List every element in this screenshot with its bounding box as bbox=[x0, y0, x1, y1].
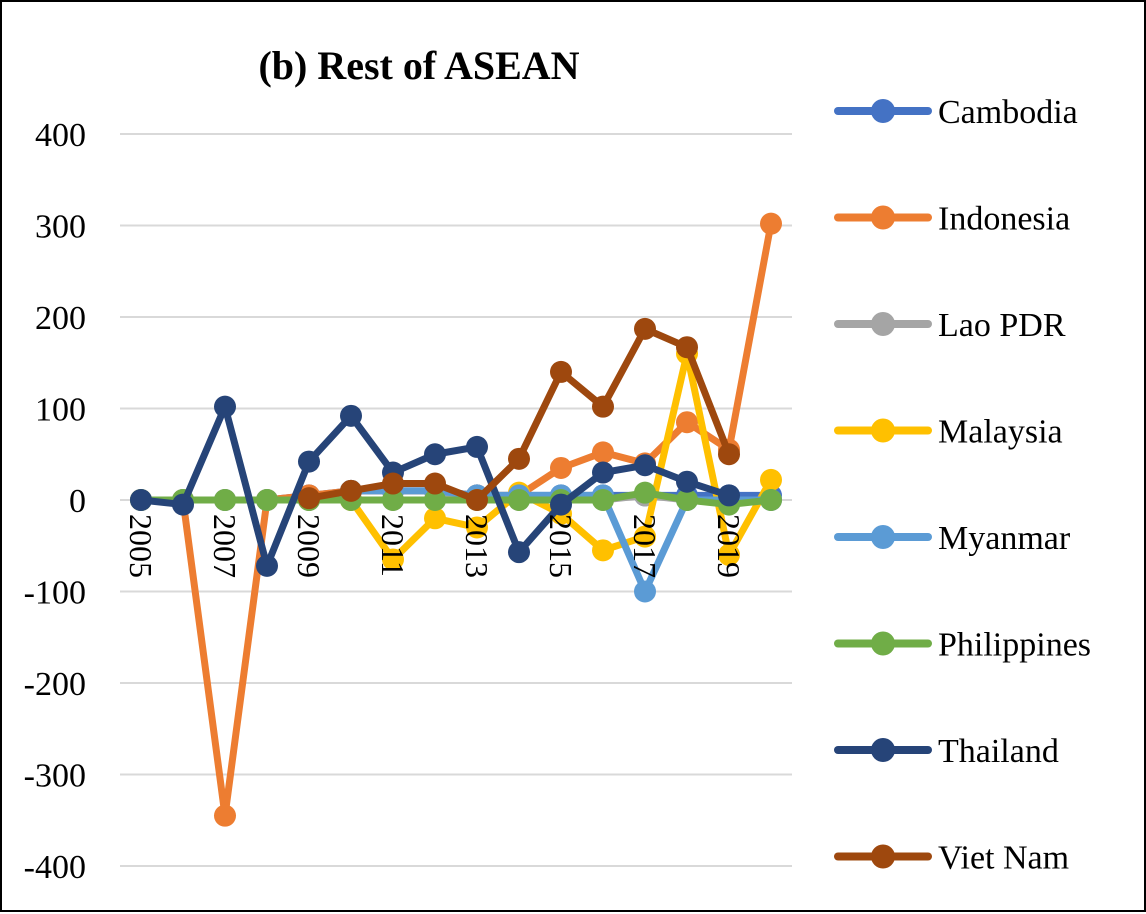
data-point bbox=[298, 487, 320, 510]
legend-item: Viet Nam bbox=[834, 840, 1069, 877]
legend-item: Lao PDR bbox=[834, 307, 1066, 344]
data-point bbox=[676, 411, 698, 434]
legend-label: Viet Nam bbox=[938, 840, 1069, 877]
x-tick-label: 2019 bbox=[711, 514, 747, 578]
data-point bbox=[340, 404, 362, 427]
y-tick-label: -300 bbox=[24, 758, 86, 795]
chart-title: (b) Rest of ASEAN bbox=[258, 43, 579, 88]
legend-marker bbox=[871, 418, 895, 443]
data-point bbox=[718, 443, 740, 466]
data-point bbox=[718, 543, 740, 566]
data-point bbox=[760, 489, 782, 511]
y-tick-label: 200 bbox=[35, 300, 86, 337]
data-point bbox=[214, 395, 236, 418]
data-point bbox=[634, 454, 656, 477]
legend: Cambodia Indonesia Lao PDR Malaysia Myanmar P… bbox=[834, 94, 1091, 877]
x-axis-tick-labels: 2005 2007 2009 2011 2013 2015 2017 2019 bbox=[123, 514, 747, 578]
data-point bbox=[424, 507, 446, 530]
data-point bbox=[592, 441, 614, 464]
data-point bbox=[130, 489, 152, 511]
legend-label: Thailand bbox=[938, 733, 1059, 770]
data-point bbox=[592, 461, 614, 484]
data-point bbox=[466, 435, 488, 458]
x-tick-label: 2007 bbox=[207, 514, 243, 578]
data-point bbox=[634, 317, 656, 340]
data-point bbox=[760, 212, 782, 235]
y-axis-tick-labels: 400 300 200 100 0 -100 -200 -300 -400 bbox=[24, 117, 86, 886]
series-viet-nam bbox=[298, 317, 740, 511]
data-point bbox=[634, 525, 656, 548]
data-point bbox=[256, 554, 278, 577]
data-point bbox=[382, 489, 404, 511]
data-point bbox=[676, 489, 698, 511]
data-point bbox=[256, 489, 278, 511]
data-point bbox=[214, 804, 236, 827]
data-point bbox=[508, 541, 530, 564]
legend-marker bbox=[871, 738, 895, 762]
legend-label: Cambodia bbox=[938, 94, 1078, 131]
data-point bbox=[424, 472, 446, 495]
y-tick-label: -100 bbox=[24, 575, 86, 612]
data-point bbox=[676, 470, 698, 493]
legend-marker bbox=[871, 844, 895, 869]
legend-marker bbox=[871, 99, 895, 123]
x-tick-label: 2017 bbox=[627, 514, 663, 578]
data-point bbox=[550, 456, 572, 479]
legend-item: Cambodia bbox=[834, 94, 1078, 131]
legend-item: Thailand bbox=[834, 733, 1059, 770]
data-point bbox=[340, 479, 362, 502]
data-point bbox=[676, 336, 698, 359]
y-tick-label: 0 bbox=[69, 483, 86, 520]
data-point bbox=[382, 472, 404, 495]
legend-label: Myanmar bbox=[938, 520, 1071, 557]
legend-marker bbox=[871, 631, 895, 656]
legend-marker bbox=[871, 312, 895, 336]
data-point bbox=[592, 539, 614, 562]
y-tick-label: 100 bbox=[35, 392, 86, 429]
data-point bbox=[550, 360, 572, 383]
legend-item: Malaysia bbox=[834, 414, 1063, 451]
y-tick-label: 300 bbox=[35, 209, 86, 246]
x-tick-label: 2005 bbox=[123, 514, 159, 578]
data-point bbox=[466, 489, 488, 511]
data-point bbox=[424, 489, 446, 511]
y-tick-label: -200 bbox=[24, 666, 86, 703]
data-point bbox=[592, 395, 614, 418]
legend-label: Malaysia bbox=[938, 414, 1063, 451]
x-tick-label: 2015 bbox=[543, 514, 579, 578]
series-group bbox=[130, 212, 782, 827]
x-tick-label: 2009 bbox=[291, 514, 327, 578]
data-point bbox=[466, 516, 488, 539]
legend-marker bbox=[871, 205, 895, 230]
data-point bbox=[298, 450, 320, 473]
data-point bbox=[592, 489, 614, 511]
series-line bbox=[137, 489, 775, 509]
data-point bbox=[424, 443, 446, 466]
data-point bbox=[382, 548, 404, 571]
data-point bbox=[634, 580, 656, 603]
legend-item: Myanmar bbox=[834, 520, 1071, 557]
legend-label: Lao PDR bbox=[938, 307, 1066, 344]
data-point bbox=[508, 489, 530, 511]
legend-item: Indonesia bbox=[834, 201, 1070, 238]
data-point bbox=[718, 484, 740, 507]
data-point bbox=[214, 489, 236, 511]
legend-marker bbox=[871, 525, 895, 549]
legend-label: Philippines bbox=[938, 627, 1091, 664]
legend-label: Indonesia bbox=[938, 201, 1070, 238]
data-point bbox=[760, 468, 782, 491]
legend-item: Philippines bbox=[834, 627, 1091, 664]
x-tick-label: 2011 bbox=[375, 514, 411, 577]
y-tick-label: 400 bbox=[35, 117, 86, 154]
data-point bbox=[634, 481, 656, 504]
data-point bbox=[550, 493, 572, 516]
data-point bbox=[172, 493, 194, 516]
x-tick-label: 2013 bbox=[459, 514, 495, 578]
y-tick-label: -400 bbox=[24, 849, 86, 886]
data-point bbox=[508, 447, 530, 470]
